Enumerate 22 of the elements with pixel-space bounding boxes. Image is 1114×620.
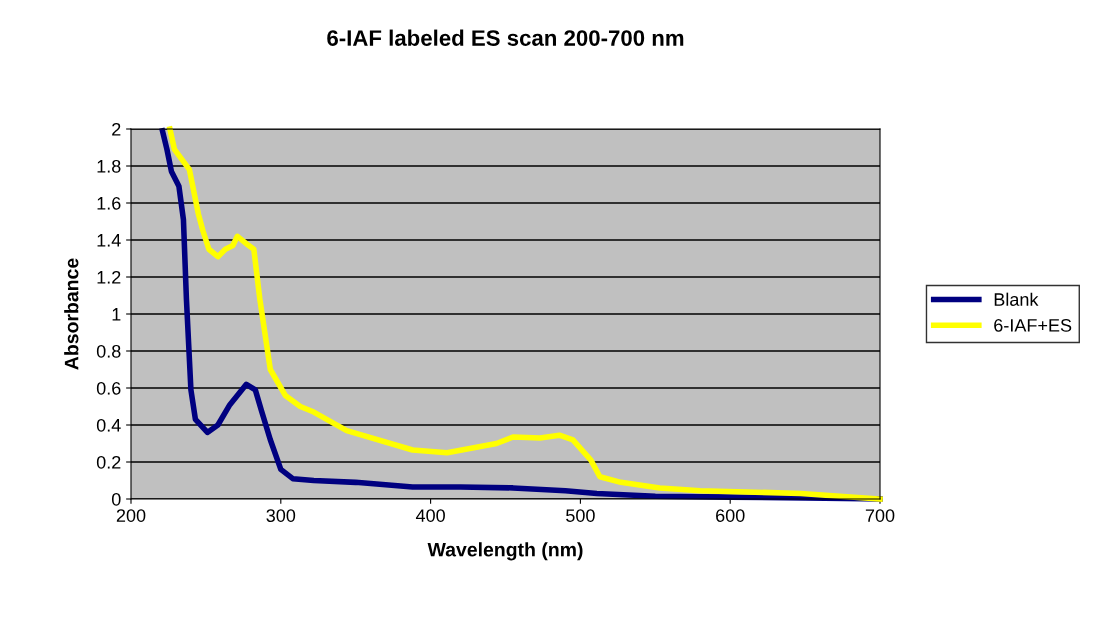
legend-label: Blank (994, 292, 1039, 306)
y-tick-label: 0.2 (96, 455, 121, 469)
y-tick-label: 1.4 (97, 234, 121, 247)
y-tick-label: 0 (111, 492, 121, 506)
y-tick-label: 0.8 (96, 344, 121, 358)
x-axis-title: Wavelength (nm) (427, 542, 583, 561)
y-axis-title: Absorbance (64, 258, 79, 370)
x-tick-label: 700 (865, 509, 895, 522)
y-tick-label: 0.6 (96, 381, 121, 395)
x-tick-label: 200 (116, 509, 146, 522)
y-tick-label: 1.2 (97, 270, 121, 284)
legend-label: 6-IAF+ES (994, 318, 1072, 332)
x-tick-label: 400 (415, 509, 445, 522)
x-tick-label: 600 (716, 509, 745, 522)
x-tick-label: 300 (266, 509, 296, 522)
x-tick-label: 500 (566, 509, 595, 522)
y-tick-label: 2 (112, 122, 121, 136)
y-tick-label: 0.4 (96, 418, 121, 432)
y-tick-label: 1 (112, 308, 121, 321)
y-tick-label: 1.8 (97, 159, 121, 173)
chart-title: 6-IAF labeled ES scan 200-700 nm (327, 29, 684, 46)
y-tick-label: 1.6 (97, 196, 121, 210)
